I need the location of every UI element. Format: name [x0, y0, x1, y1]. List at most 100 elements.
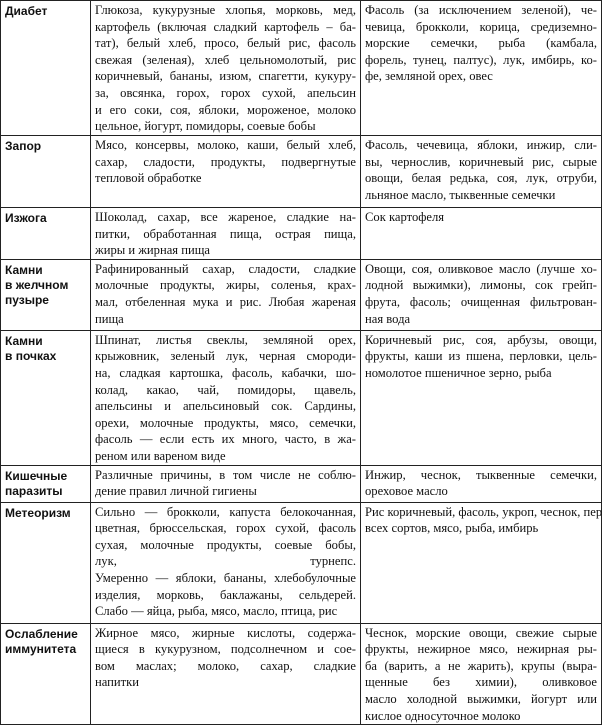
text-line: лук, турнепс.: [95, 554, 356, 569]
text-line: номолотое пшеничное зерно, рыба: [365, 365, 552, 380]
condition-cell: Камни в почках: [0, 329, 91, 466]
harmful-foods-cell: Различные причины, в том числе не соблю-…: [90, 464, 361, 503]
text-line: Овощи, соя, оливковое масло (лучше хо-: [365, 261, 597, 276]
text-line: Фасоль (за исключением зеленой), че-: [365, 3, 597, 17]
text-line: вом маслах; молоко, сахар, сладкие: [95, 658, 356, 673]
text-line: Рафинированный сахар, сладости, сладкие: [95, 261, 356, 276]
table-row: Камни в почках Шпинат, листья свеклы, земл…: [0, 329, 602, 466]
text-line: Рис коричневый, фасоль, укроп, чеснок, п…: [365, 504, 602, 519]
helpful-foods-cell: Сок картофеля: [360, 207, 602, 260]
text-line: морские семечки, рыба (камбала,: [365, 36, 597, 51]
condition-cell: Камни в желчном пузыре: [0, 258, 91, 331]
text-line: Фасоль, чечевица, яблоки, инжир, сли-: [365, 138, 597, 152]
text-line: Шоколад, сахар, все жареное, сладкие на-: [95, 210, 356, 224]
text-line: форель, тунец, палтус), лук, имбирь, ко-: [365, 52, 597, 67]
text-line: жиры и жирная пища: [95, 243, 211, 258]
harmful-foods-cell: Мясо, консервы, молоко, каши, белый хлеб…: [90, 135, 361, 208]
text-line: питки, обработанная пища, острая пища,: [95, 226, 356, 241]
helpful-foods-cell: Рис коричневый, фасоль, укроп, чеснок, п…: [360, 501, 602, 624]
text-line: Камни: [5, 262, 43, 277]
condition-cell: Диабет: [0, 0, 91, 136]
text-line: Диабет: [5, 4, 48, 18]
text-line: пузыре: [5, 292, 49, 307]
text-line: тепловой обработке: [95, 171, 202, 186]
text-line: сухая, молочные продукты, соевые бобы,: [95, 537, 356, 552]
text-line: масло холодной выжимки, йогурт или: [365, 691, 597, 706]
text-line: дение правил личной гигиены: [95, 484, 257, 499]
table-row: Камни в желчном пузыре Рафинированный сахар…: [0, 258, 602, 331]
text-line: Камни: [5, 333, 43, 348]
text-line: свежая (зеленая), хлеб цельномолотый, ри…: [95, 52, 356, 67]
harmful-foods-cell: Глюкоза, кукурузные хлопья, морковь, мед…: [90, 0, 361, 136]
text-line: всех сортов, мясо, рыба, имбирь: [365, 521, 539, 536]
text-line: картофель (включая сладкий картофель – б…: [95, 19, 356, 34]
text-line: цветная, брюссельская, горох сухой, фасо…: [95, 521, 356, 536]
table-row: Кишечные паразиты Различные причины, в том…: [0, 464, 602, 503]
text-line: фасоль — если есть их много, часто, в жа…: [95, 432, 356, 447]
harmful-foods-cell: Сильно — брокколи, капуста белокочанная,…: [90, 501, 361, 624]
text-line: сахар, сладости, продукты, подвергнутые: [95, 154, 356, 169]
text-line: иммунитета: [5, 641, 77, 656]
helpful-foods-cell: Фасоль (за исключением зеленой), че-чеви…: [360, 0, 602, 136]
text-line: Ослабление: [5, 626, 78, 641]
text-line: орехи, молочные продукты, мясо, семечки,: [95, 415, 356, 430]
text-line: Различные причины, в том числе не соблю-: [95, 467, 356, 482]
text-line: Шпинат, листья свеклы, земляной орех,: [95, 332, 356, 347]
harmful-foods-cell: Шпинат, листья свеклы, земляной орех, кры…: [90, 329, 361, 466]
table-row: Ослабление иммунитета Жирное мясо, жирные …: [0, 622, 602, 725]
text-line: реном или вареном виде: [95, 448, 226, 463]
text-line: Умеренно — яблоки, бананы, хлебобулочные: [95, 570, 356, 585]
text-line: Метеоризм: [5, 505, 71, 520]
text-line: чевица, брокколи, корица, средиземно-: [365, 19, 597, 34]
text-line: изделия, морковь, баклажаны, сельдерей.: [95, 587, 356, 602]
text-line: ба (варить, а не жарить), крупы (выра-: [365, 658, 597, 673]
text-line: Жирное мясо, жирные кислоты, содержа-: [95, 625, 356, 640]
text-line: Коричневый рис, соя, арбузы, овощи,: [365, 332, 597, 347]
text-line: Изжога: [5, 211, 47, 225]
table-row: Изжога Шоколад, сахар, все жареное, сладк…: [0, 207, 602, 260]
text-line: кислое односуточное молоко: [365, 708, 521, 723]
harmful-foods-cell: Рафинированный сахар, сладости, сладкие м…: [90, 258, 361, 331]
condition-cell: Запор: [0, 135, 91, 208]
text-line: и его соки, соя, яблоки, мороженое, моло…: [95, 102, 356, 117]
text-line: цельное, йогурт, помидоры, соевые бобы: [95, 119, 316, 134]
condition-cell: Кишечные паразиты: [0, 464, 91, 503]
condition-cell: Метеоризм: [0, 501, 91, 624]
text-line: крыжовник, зеленый лук, черная смороди-: [95, 349, 356, 364]
helpful-foods-cell: Коричневый рис, соя, арбузы, овощи, фрукт…: [360, 329, 602, 466]
text-line: Инжир, чеснок, тыквенные семечки,: [365, 467, 597, 482]
text-line: Кишечные: [5, 468, 68, 483]
text-line: щиеся в кукурузном, подсолнечном и сое-: [95, 642, 356, 657]
text-line: Слабо — яйца, рыба, мясо, масло, птица, …: [95, 604, 338, 619]
table-row: Диабет Глюкоза, кукурузные хлопья, морков…: [0, 0, 602, 136]
text-line: напитки: [95, 675, 140, 690]
text-line: ореховое масло: [365, 484, 448, 499]
table-row: Метеоризм Сильно — брокколи, капуста бело…: [0, 501, 602, 624]
text-line: Глюкоза, кукурузные хлопья, морковь, мед…: [95, 3, 356, 17]
helpful-foods-cell: Инжир, чеснок, тыквенные семечки, орехово…: [360, 464, 602, 503]
text-line: Сок картофеля: [365, 210, 445, 224]
text-line: Мясо, консервы, молоко, каши, белый хлеб…: [95, 138, 356, 152]
text-line: молочные продукты, жиры, соленья, крах-: [95, 278, 356, 293]
condition-cell: Изжога: [0, 207, 91, 260]
text-line: в почках: [5, 348, 57, 363]
text-line: на, сладкая картошка, фасоль, кабачки, ш…: [95, 365, 356, 380]
text-line: овощи, белая редька, соя, лук, отруби,: [365, 171, 597, 186]
text-line: Чеснок, морские овощи, свежие сырые: [365, 625, 597, 640]
helpful-foods-cell: Чеснок, морские овощи, свежие сырые фрукт…: [360, 622, 602, 725]
harmful-foods-cell: Шоколад, сахар, все жареное, сладкие на-…: [90, 207, 361, 260]
text-line: фрукты, каши из пшена, перловки, цель-: [365, 349, 597, 364]
text-line: Сильно — брокколи, капуста белокочанная,: [95, 504, 356, 519]
text-line: за, овсянка, горох, горох сухой, апельси…: [95, 85, 356, 100]
text-line: пища: [95, 311, 124, 326]
condition-cell: Ослабление иммунитета: [0, 622, 91, 725]
text-line: фрута, фасоль; очищенная фильтрован-: [365, 294, 597, 309]
harmful-foods-cell: Жирное мясо, жирные кислоты, содержа-щие…: [90, 622, 361, 725]
text-line: Запор: [5, 139, 42, 153]
text-line: в желчном: [5, 277, 69, 292]
text-line: коричневый, бананы, изюм, спагетти, куку…: [95, 69, 356, 84]
text-line: ная вода: [365, 311, 411, 326]
text-line: вы, чернослив, коричневый рис, сырые: [365, 154, 597, 169]
